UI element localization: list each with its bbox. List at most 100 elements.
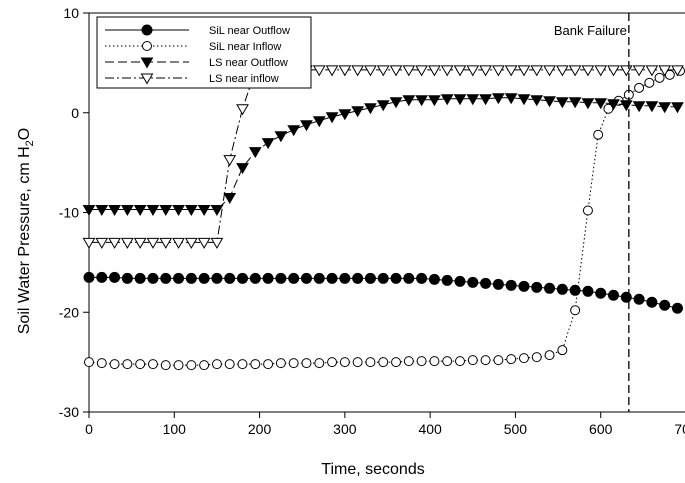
legend-box	[96, 16, 312, 89]
y-axis-title-tail: O	[16, 128, 33, 140]
data-point	[428, 65, 441, 77]
data-point	[505, 279, 517, 291]
legend-label: SiL near Inflow	[209, 41, 281, 53]
data-point	[147, 272, 159, 284]
data-point	[325, 65, 339, 77]
data-point	[504, 65, 518, 77]
data-point	[442, 356, 453, 367]
data-point	[467, 276, 479, 288]
data-point	[441, 274, 453, 286]
data-point	[364, 65, 377, 77]
data-point	[326, 272, 338, 284]
data-point	[364, 103, 377, 115]
data-point	[479, 94, 492, 106]
data-point	[568, 65, 582, 77]
data-point	[223, 193, 237, 205]
data-point	[633, 293, 645, 305]
data-point	[645, 65, 659, 77]
data-point	[403, 272, 415, 284]
data-point	[531, 281, 543, 293]
data-point	[671, 102, 684, 114]
data-point	[338, 109, 352, 121]
data-point	[377, 272, 389, 284]
data-point	[428, 95, 441, 107]
data-point	[479, 65, 492, 77]
data-point	[237, 272, 249, 284]
data-point	[146, 205, 160, 217]
data-point	[96, 358, 107, 369]
data-point	[109, 359, 120, 370]
data-point	[301, 358, 312, 369]
y-axis-title-subscript: 2	[24, 140, 36, 146]
data-point	[607, 99, 620, 111]
data-point	[211, 272, 223, 284]
data-point	[632, 65, 646, 77]
legend-label: LS near Outflow	[209, 57, 288, 69]
series-line	[89, 69, 678, 243]
data-point	[595, 287, 607, 299]
data-point	[133, 205, 147, 217]
data-point	[620, 291, 632, 303]
x-tick-label: 700	[674, 421, 685, 437]
data-point	[312, 65, 326, 77]
data-point	[122, 359, 133, 370]
data-point	[480, 277, 492, 289]
data-point	[327, 357, 338, 368]
data-point	[634, 82, 645, 93]
data-point	[646, 296, 658, 308]
data-point	[506, 354, 517, 365]
data-point	[236, 163, 249, 175]
data-point	[581, 98, 595, 110]
series-0	[83, 271, 683, 314]
data-point	[186, 360, 197, 371]
data-point	[582, 285, 594, 297]
data-point	[671, 302, 683, 314]
data-point	[95, 237, 109, 249]
data-point	[645, 101, 659, 113]
data-point	[82, 205, 96, 217]
data-point	[555, 97, 569, 109]
y-axis-title: Soil Water Pressure, cm H2O	[16, 128, 36, 334]
data-point	[173, 360, 184, 371]
data-point	[108, 205, 121, 217]
legend-label: LS near inflow	[209, 73, 279, 85]
data-point	[581, 65, 595, 77]
data-point	[517, 65, 531, 77]
data-point	[159, 237, 173, 249]
data-point	[312, 116, 326, 128]
data-point	[198, 272, 210, 284]
data-point	[569, 284, 581, 296]
series-2	[82, 93, 684, 217]
data-point	[556, 283, 568, 295]
x-tick-label: 200	[248, 421, 272, 437]
data-point	[467, 355, 478, 366]
data-point	[339, 272, 351, 284]
data-point	[172, 205, 185, 217]
data-point	[210, 205, 224, 217]
data-point	[402, 95, 416, 107]
data-point	[287, 125, 301, 137]
legend-entry: SiL near Inflow	[105, 41, 281, 53]
data-point	[658, 102, 672, 114]
data-point	[134, 272, 146, 284]
y-axis-title-main: Soil Water Pressure, cm H	[16, 146, 33, 334]
data-point	[184, 205, 198, 217]
data-point	[300, 272, 312, 284]
data-point	[275, 272, 287, 284]
data-point	[608, 289, 620, 301]
legend-entry: LS near Outflow	[105, 57, 288, 69]
y-tick-label: 0	[71, 105, 79, 121]
data-point	[582, 205, 593, 216]
data-point	[223, 155, 237, 167]
data-point	[249, 272, 261, 284]
data-point	[544, 350, 555, 361]
data-point	[654, 72, 665, 83]
data-point	[659, 299, 671, 311]
x-axis-title: Time, seconds	[321, 461, 424, 478]
data-point	[325, 112, 339, 124]
x-tick-label: 400	[418, 421, 442, 437]
data-point	[121, 205, 134, 217]
data-point	[658, 65, 672, 77]
data-point	[173, 272, 185, 284]
legend-entry: SiL near Outflow	[105, 24, 290, 37]
